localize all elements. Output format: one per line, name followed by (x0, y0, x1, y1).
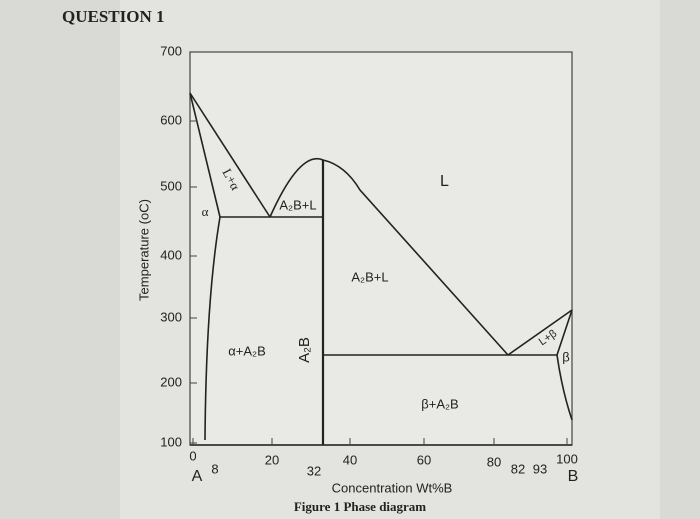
y-axis-label: Temperature (oC) (136, 199, 151, 301)
y-ticks: 700 600 500 400 300 200 100 (160, 43, 197, 449)
y-tick-label: 600 (160, 112, 182, 127)
y-tick-label: 400 (160, 247, 182, 262)
liquidus-a2b (269, 157, 509, 356)
plot-frame (189, 51, 573, 446)
y-tick-label: 300 (160, 309, 182, 324)
component-label: A (192, 468, 203, 485)
phase-lines (189, 92, 573, 446)
solvus-alpha (204, 216, 221, 441)
region-label: β (562, 349, 569, 364)
x-tick-label: 0 (189, 448, 196, 463)
x-ticks: 0 20 40 60 80 100 8 32 82 93 A B (189, 438, 578, 485)
caption: Figure 1 Phase diagram (294, 499, 426, 514)
region-label: α (202, 204, 209, 219)
region-label: α+A₂B (228, 343, 266, 358)
x-tick-label: 100 (556, 451, 578, 466)
region-label: L (440, 173, 449, 190)
x-axis-label: Concentration Wt%B (332, 480, 453, 495)
x-tick-label: 60 (417, 452, 431, 467)
region-label: A₂B+L (351, 269, 388, 284)
x-tick-label: 80 (487, 454, 501, 469)
y-tick-label: 500 (160, 178, 182, 193)
x-mark-label: 32 (307, 463, 321, 478)
y-tick-label: 700 (160, 43, 182, 58)
region-label: A₂B (296, 337, 313, 363)
x-mark-label: 93 (533, 461, 547, 476)
y-tick-label: 200 (160, 374, 182, 389)
liquidus-right (507, 309, 573, 356)
region-label: A₂B+L (279, 197, 316, 212)
component-label: B (568, 468, 579, 485)
solidus-alpha (189, 92, 221, 218)
liquidus-left (189, 92, 271, 218)
x-mark-label: 8 (211, 461, 218, 476)
x-tick-label: 40 (343, 452, 357, 467)
y-tick-label: 100 (160, 434, 182, 449)
x-tick-label: 20 (265, 452, 279, 467)
x-mark-label: 82 (511, 461, 525, 476)
question-title: QUESTION 1 (62, 7, 165, 26)
solidus-beta (556, 309, 573, 356)
solvus-beta (556, 354, 573, 421)
region-label: β+A₂B (421, 396, 458, 411)
